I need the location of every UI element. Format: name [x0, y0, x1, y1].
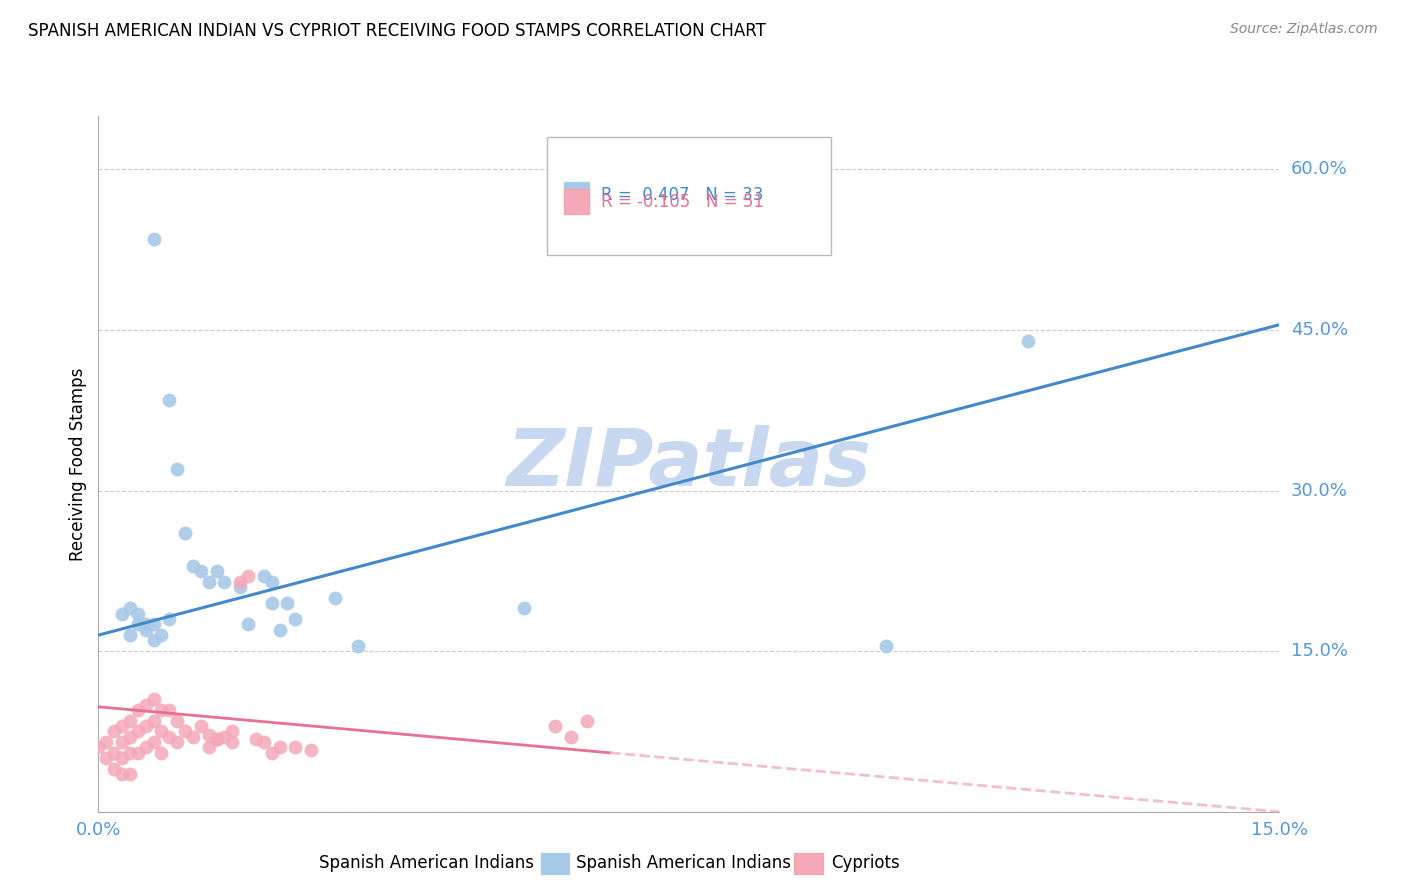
Point	[221, 724, 243, 739]
Point	[142, 633, 165, 648]
Point	[323, 591, 346, 605]
Text: Cypriots: Cypriots	[831, 855, 900, 872]
Point	[190, 719, 212, 733]
Point	[150, 724, 173, 739]
Y-axis label: Receiving Food Stamps: Receiving Food Stamps	[69, 368, 87, 560]
Point	[142, 714, 165, 728]
Text: Spanish American Indians: Spanish American Indians	[319, 855, 534, 872]
Text: R =  0.407   N = 33: R = 0.407 N = 33	[600, 186, 763, 203]
Point	[135, 719, 157, 733]
Point	[197, 740, 219, 755]
Point	[276, 596, 298, 610]
Point	[118, 730, 141, 744]
Point	[197, 574, 219, 589]
Point	[269, 623, 291, 637]
Point	[135, 623, 157, 637]
Point	[127, 703, 149, 717]
Point	[157, 730, 180, 744]
Point	[111, 719, 134, 733]
Point	[229, 580, 252, 594]
Point	[197, 728, 219, 742]
Point	[157, 703, 180, 717]
Text: 60.0%: 60.0%	[1291, 161, 1347, 178]
Text: 45.0%: 45.0%	[1291, 321, 1348, 339]
Point	[253, 569, 276, 583]
Point	[205, 564, 228, 578]
Point	[118, 628, 141, 642]
Point	[236, 569, 259, 583]
Point	[127, 607, 149, 621]
Point	[135, 740, 157, 755]
Point	[560, 730, 582, 744]
Point	[150, 746, 173, 760]
Point	[111, 767, 134, 781]
Point	[205, 731, 228, 746]
Point	[166, 462, 188, 476]
Text: SPANISH AMERICAN INDIAN VS CYPRIOT RECEIVING FOOD STAMPS CORRELATION CHART: SPANISH AMERICAN INDIAN VS CYPRIOT RECEI…	[28, 22, 766, 40]
Point	[142, 232, 165, 246]
Point	[103, 724, 125, 739]
Point	[347, 639, 370, 653]
Point	[150, 628, 173, 642]
Point	[229, 574, 252, 589]
Point	[111, 735, 134, 749]
Point	[544, 719, 567, 733]
Text: 15.0%: 15.0%	[1291, 642, 1347, 660]
Point	[260, 746, 283, 760]
Point	[111, 607, 134, 621]
Point	[174, 526, 197, 541]
Point	[157, 612, 180, 626]
Point	[221, 735, 243, 749]
Point	[127, 617, 149, 632]
Point	[111, 751, 134, 765]
Point	[190, 564, 212, 578]
Point	[205, 731, 228, 746]
Point	[87, 740, 110, 755]
Point	[166, 735, 188, 749]
Point	[214, 574, 236, 589]
Point	[127, 724, 149, 739]
Point	[260, 574, 283, 589]
Point	[103, 762, 125, 776]
Point	[245, 731, 267, 746]
Point	[118, 714, 141, 728]
Point	[157, 392, 180, 407]
Point	[253, 735, 276, 749]
Text: R = -0.105   N = 51: R = -0.105 N = 51	[600, 193, 763, 211]
Point	[135, 698, 157, 712]
Text: 30.0%: 30.0%	[1291, 482, 1347, 500]
Point	[127, 746, 149, 760]
Point	[181, 730, 204, 744]
Point	[118, 746, 141, 760]
Text: Source: ZipAtlas.com: Source: ZipAtlas.com	[1230, 22, 1378, 37]
Point	[142, 735, 165, 749]
Point	[103, 746, 125, 760]
Point	[118, 767, 141, 781]
Point	[96, 751, 118, 765]
Point	[284, 612, 307, 626]
Point	[575, 714, 598, 728]
Point	[269, 740, 291, 755]
Point	[512, 601, 534, 615]
Point	[236, 617, 259, 632]
Point	[181, 558, 204, 573]
Point	[174, 724, 197, 739]
Point	[260, 596, 283, 610]
Point	[135, 617, 157, 632]
Point	[284, 740, 307, 755]
Point	[96, 735, 118, 749]
Point	[299, 742, 322, 756]
Point	[214, 730, 236, 744]
Point	[118, 601, 141, 615]
Point	[1017, 334, 1039, 348]
Point	[875, 639, 897, 653]
Point	[142, 692, 165, 706]
Text: Spanish American Indians: Spanish American Indians	[576, 855, 792, 872]
Text: ZIPatlas: ZIPatlas	[506, 425, 872, 503]
Point	[142, 617, 165, 632]
Point	[166, 714, 188, 728]
Point	[150, 703, 173, 717]
